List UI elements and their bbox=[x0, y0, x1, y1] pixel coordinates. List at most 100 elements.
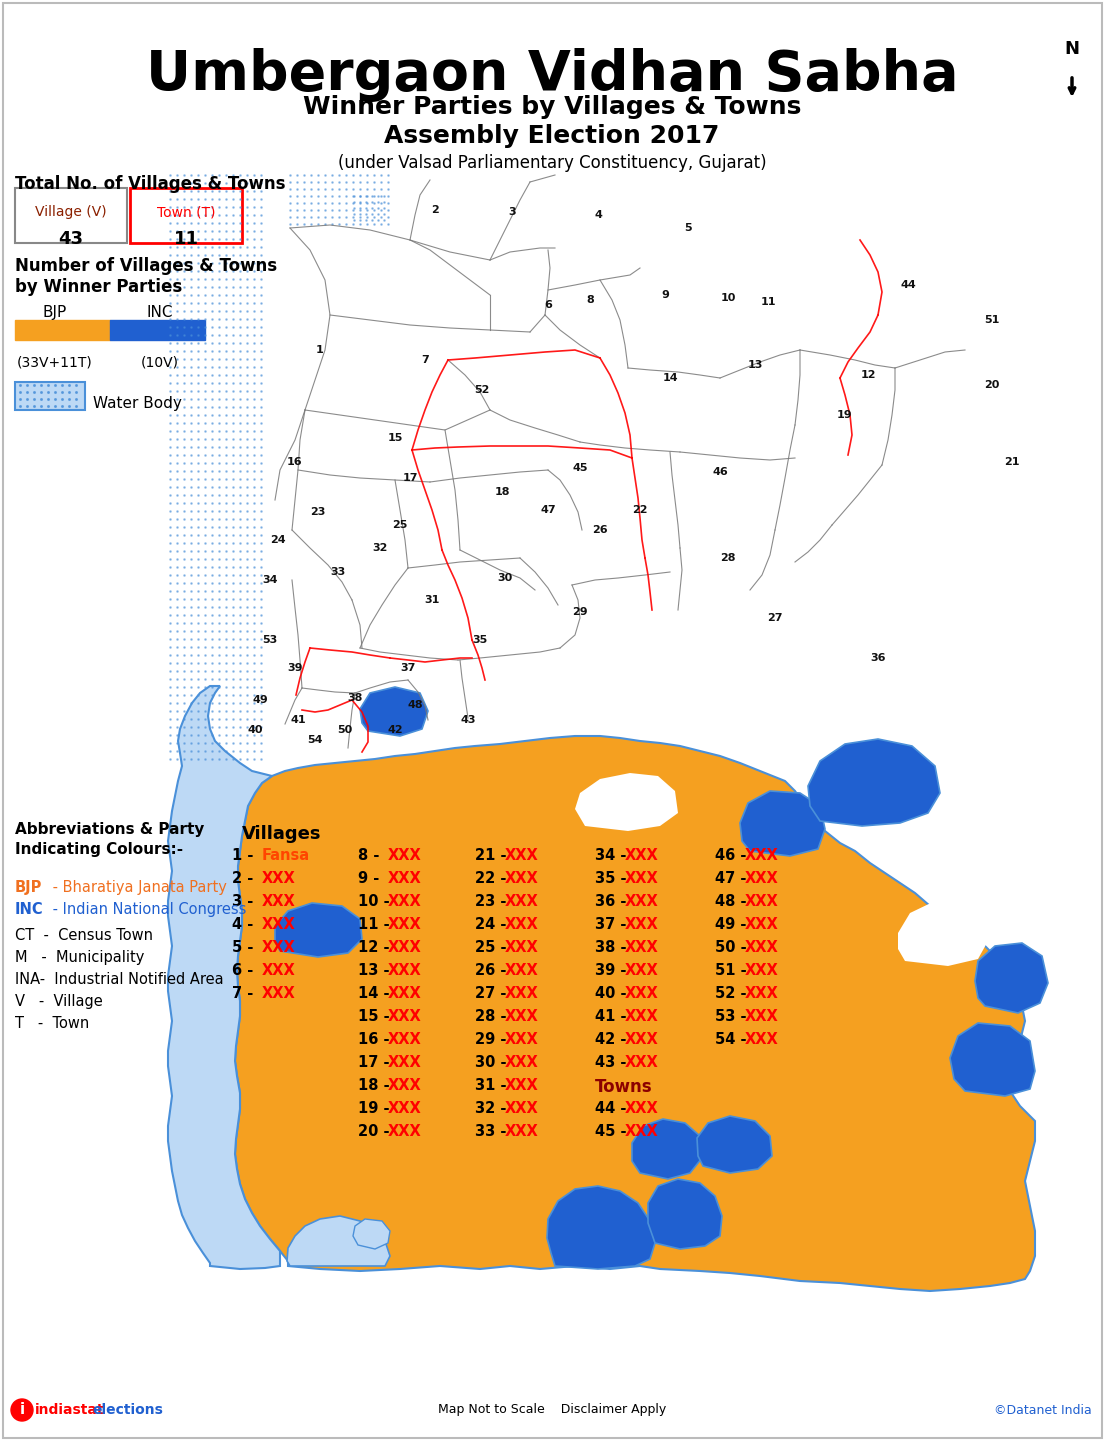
Text: T   -  Town: T - Town bbox=[15, 1016, 90, 1030]
Text: 39 -: 39 - bbox=[594, 963, 631, 978]
Text: - Indian National Congress: - Indian National Congress bbox=[48, 902, 246, 916]
Text: XXX: XXX bbox=[388, 1055, 422, 1071]
Text: 21 -: 21 - bbox=[475, 847, 512, 863]
Text: XXX: XXX bbox=[745, 986, 779, 1001]
Text: XXX: XXX bbox=[745, 870, 779, 886]
Text: 8 -: 8 - bbox=[358, 847, 385, 863]
FancyBboxPatch shape bbox=[130, 187, 242, 244]
Text: Umbergaon Vidhan Sabha: Umbergaon Vidhan Sabha bbox=[146, 48, 958, 102]
Text: 54 -: 54 - bbox=[715, 1032, 751, 1048]
Text: 23 -: 23 - bbox=[475, 893, 512, 909]
Text: 35: 35 bbox=[472, 635, 487, 646]
Polygon shape bbox=[168, 686, 280, 1270]
Text: XXX: XXX bbox=[745, 940, 779, 955]
Text: 1 -: 1 - bbox=[232, 847, 259, 863]
Text: 49 -: 49 - bbox=[715, 916, 751, 932]
Text: 16 -: 16 - bbox=[358, 1032, 394, 1048]
Text: 2 -: 2 - bbox=[232, 870, 259, 886]
Text: 25 -: 25 - bbox=[475, 940, 512, 955]
Text: N: N bbox=[1064, 40, 1080, 58]
Polygon shape bbox=[352, 1219, 390, 1249]
Text: elections: elections bbox=[92, 1404, 162, 1417]
Text: 50 -: 50 - bbox=[715, 940, 751, 955]
Text: XXX: XXX bbox=[388, 1078, 422, 1094]
Text: XXX: XXX bbox=[388, 1124, 422, 1138]
Text: XXX: XXX bbox=[388, 1009, 422, 1025]
Text: 28: 28 bbox=[720, 553, 736, 563]
Text: 28 -: 28 - bbox=[475, 1009, 512, 1025]
Text: XXX: XXX bbox=[625, 1101, 659, 1115]
Text: 36: 36 bbox=[871, 653, 886, 663]
Text: XXX: XXX bbox=[262, 893, 296, 909]
Text: Winner Parties by Villages & Towns: Winner Parties by Villages & Towns bbox=[303, 95, 801, 120]
Text: 35 -: 35 - bbox=[594, 870, 632, 886]
Text: 48: 48 bbox=[407, 700, 423, 710]
Text: 19: 19 bbox=[838, 411, 853, 419]
Text: XXX: XXX bbox=[388, 847, 422, 863]
Text: XXX: XXX bbox=[505, 847, 539, 863]
Text: 29 -: 29 - bbox=[475, 1032, 512, 1048]
Text: XXX: XXX bbox=[505, 940, 539, 955]
Bar bbox=[110, 320, 206, 340]
Text: 2: 2 bbox=[431, 205, 439, 215]
Text: Number of Villages & Towns
by Winner Parties: Number of Villages & Towns by Winner Par… bbox=[15, 256, 277, 295]
Text: - Bharatiya Janata Party: - Bharatiya Janata Party bbox=[48, 880, 227, 895]
Text: 32 -: 32 - bbox=[475, 1101, 512, 1115]
Text: 46: 46 bbox=[712, 467, 728, 477]
Text: XXX: XXX bbox=[505, 916, 539, 932]
Text: BJP: BJP bbox=[43, 305, 67, 320]
Text: 54: 54 bbox=[307, 735, 323, 745]
Text: 51: 51 bbox=[985, 316, 1000, 326]
Text: 52: 52 bbox=[474, 385, 490, 395]
Text: INC: INC bbox=[15, 902, 43, 916]
Text: 18: 18 bbox=[494, 487, 509, 497]
Text: 43: 43 bbox=[59, 231, 84, 248]
Text: XXX: XXX bbox=[625, 1009, 659, 1025]
Text: 16: 16 bbox=[287, 457, 303, 467]
Text: XXX: XXX bbox=[505, 1009, 539, 1025]
Text: 7: 7 bbox=[421, 354, 429, 365]
Polygon shape bbox=[287, 1216, 390, 1267]
Text: V   -  Village: V - Village bbox=[15, 994, 103, 1009]
Text: 53: 53 bbox=[262, 635, 277, 646]
Text: 42: 42 bbox=[387, 725, 403, 735]
Text: 6: 6 bbox=[544, 300, 551, 310]
Text: 18 -: 18 - bbox=[358, 1078, 394, 1094]
Text: INC: INC bbox=[147, 305, 173, 320]
Bar bbox=[15, 320, 110, 340]
Text: 23: 23 bbox=[311, 507, 326, 517]
Text: 38 -: 38 - bbox=[594, 940, 632, 955]
Text: XXX: XXX bbox=[745, 916, 779, 932]
Text: 49: 49 bbox=[252, 695, 267, 705]
Text: 32: 32 bbox=[372, 543, 388, 553]
Text: 13 -: 13 - bbox=[358, 963, 394, 978]
Text: XXX: XXX bbox=[262, 940, 296, 955]
Text: 33 -: 33 - bbox=[475, 1124, 512, 1138]
Text: 27 -: 27 - bbox=[475, 986, 512, 1001]
Text: 15: 15 bbox=[388, 432, 402, 442]
Text: XXX: XXX bbox=[745, 1009, 779, 1025]
Text: 4 -: 4 - bbox=[232, 916, 259, 932]
Text: XXX: XXX bbox=[505, 1124, 539, 1138]
Text: Water Body: Water Body bbox=[93, 396, 182, 411]
Text: 26: 26 bbox=[592, 525, 608, 535]
Polygon shape bbox=[975, 942, 1048, 1013]
Text: 24 -: 24 - bbox=[475, 916, 512, 932]
Text: 4: 4 bbox=[594, 210, 602, 220]
Text: 25: 25 bbox=[392, 520, 408, 530]
Polygon shape bbox=[697, 1115, 772, 1173]
Text: 45: 45 bbox=[572, 463, 588, 473]
Polygon shape bbox=[575, 772, 678, 831]
Text: 45 -: 45 - bbox=[594, 1124, 632, 1138]
Text: 8: 8 bbox=[586, 295, 593, 305]
Text: XXX: XXX bbox=[745, 893, 779, 909]
Text: ©Datanet India: ©Datanet India bbox=[994, 1404, 1092, 1417]
Text: 30: 30 bbox=[497, 574, 513, 584]
Text: Abbreviations & Party
Indicating Colours:-: Abbreviations & Party Indicating Colours… bbox=[15, 821, 204, 857]
Text: 11: 11 bbox=[760, 297, 776, 307]
Text: 1: 1 bbox=[316, 344, 324, 354]
Text: XXX: XXX bbox=[625, 870, 659, 886]
Text: XXX: XXX bbox=[388, 916, 422, 932]
Text: XXX: XXX bbox=[388, 1101, 422, 1115]
Text: M   -  Municipality: M - Municipality bbox=[15, 950, 145, 965]
